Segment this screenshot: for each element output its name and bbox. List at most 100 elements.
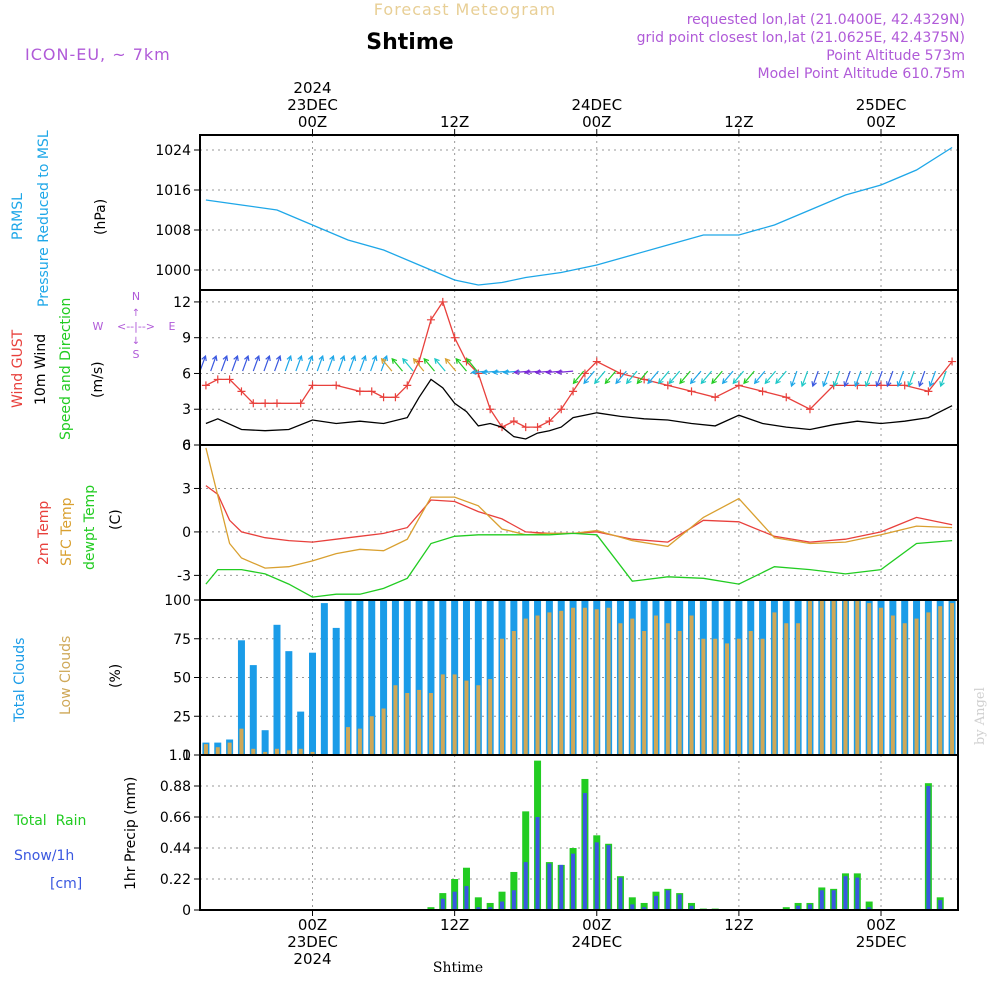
total-cloud-label: Total Clouds — [12, 638, 28, 723]
model-altitude: Model Point Altitude 610.75m — [758, 66, 965, 82]
snow-label: Snow/1h — [14, 848, 74, 864]
snow-bar — [511, 890, 516, 910]
wind-direction-arrow — [711, 370, 723, 385]
y-tick-label: 3 — [182, 402, 191, 418]
time-label: 12Z — [724, 113, 753, 131]
y-tick-label: 1024 — [155, 143, 191, 159]
snow-bar — [464, 886, 469, 910]
wind-direction-arrow — [790, 370, 798, 388]
low-cloud-bar — [488, 679, 493, 755]
sfc-label: SFC Temp — [59, 497, 75, 566]
time-label: 00Z — [866, 916, 895, 934]
low-cloud-bar — [511, 631, 516, 755]
gust-marker — [782, 393, 791, 402]
total-cloud-bar — [285, 651, 293, 755]
snow-bar — [559, 864, 564, 910]
low-cloud-bar — [831, 600, 836, 755]
time-label: 12Z — [440, 113, 469, 131]
low-cloud-bar — [914, 618, 919, 755]
y-tick-label: 9 — [182, 331, 191, 347]
y-tick-label: 0 — [182, 525, 191, 541]
gust-marker — [924, 387, 933, 396]
wind-direction-arrow — [231, 354, 239, 372]
gust-marker — [403, 381, 412, 390]
point-altitude: Point Altitude 573m — [826, 48, 965, 64]
wind-direction-arrow — [811, 370, 819, 388]
snow-bar — [571, 853, 576, 910]
total-cloud-bar — [273, 624, 281, 755]
wind-direction-arrow — [832, 370, 841, 388]
wind-direction-arrow — [764, 370, 777, 385]
time-label: 00Z — [866, 113, 895, 131]
wind-direction-arrow — [572, 370, 585, 385]
low-cloud-bar — [500, 638, 505, 755]
low-cloud-bar — [665, 623, 670, 755]
low-cloud-bar — [464, 680, 469, 755]
wind-direction-arrow — [252, 354, 261, 372]
low-cloud-bar — [819, 600, 824, 755]
wind-direction-arrow — [306, 354, 314, 372]
low-cloud-bar — [879, 607, 884, 755]
wind-direction-arrow — [615, 370, 627, 385]
wind-direction-arrow — [753, 370, 766, 385]
low-cloud-bar — [713, 638, 718, 755]
low-cloud-bar — [772, 612, 777, 755]
wind-direction-arrow — [918, 370, 926, 388]
time-label: 00Z — [298, 113, 327, 131]
snow-bar — [665, 890, 670, 910]
wind-direction-arrow — [593, 370, 606, 385]
low-cloud-bar — [452, 674, 457, 755]
gust-marker — [948, 357, 957, 366]
total-cloud-bar — [486, 600, 494, 755]
wind-direction-arrow — [359, 354, 367, 372]
total-cloud-bar — [427, 600, 435, 755]
wind-unit: (m/s) — [90, 361, 106, 398]
compass-n: N — [132, 290, 140, 303]
wind-direction-arrow — [242, 354, 250, 372]
wind-direction-arrow — [886, 370, 894, 388]
wind-direction-arrow — [907, 370, 915, 388]
gust-marker — [367, 387, 376, 396]
time-label: 24DEC — [571, 933, 622, 951]
y-tick-label: 1000 — [155, 263, 191, 279]
wind-direction-arrow — [338, 354, 346, 372]
low-cloud-label: Low Clouds — [58, 636, 74, 715]
gust-marker — [474, 369, 483, 378]
compass-icon: N ↑ W <--|--> E ↓ S — [93, 290, 176, 361]
time-label: 00Z — [582, 113, 611, 131]
low-cloud-bar — [677, 631, 682, 755]
low-cloud-bar — [440, 674, 445, 755]
gridpoint-coords: grid point closest lon,lat (21.0625E, 42… — [637, 30, 965, 46]
snow-bar — [642, 907, 647, 910]
wind-direction-arrow — [604, 370, 617, 385]
wind-direction-arrow — [647, 370, 659, 385]
wind-direction-arrow — [284, 354, 293, 372]
low-cloud-bar — [274, 748, 279, 755]
snow-bar — [535, 817, 540, 910]
snow-bar — [606, 845, 611, 910]
wind-direction-arrow — [854, 370, 862, 388]
wind-direction-arrow — [555, 369, 574, 376]
low-cloud-bar — [523, 618, 528, 755]
low-cloud-bar — [796, 623, 801, 755]
wind-direction-arrow — [864, 370, 873, 388]
compass-s: S — [133, 348, 140, 361]
watermark: by Angel — [973, 687, 988, 745]
t2m-label: 2m Temp — [36, 501, 52, 565]
low-cloud-bar — [653, 615, 658, 755]
y-tick-label: 1008 — [155, 223, 191, 239]
low-cloud-bar — [310, 751, 315, 755]
wind-direction-arrow — [775, 370, 787, 385]
low-cloud-bar — [535, 615, 540, 755]
snow-bar — [831, 890, 836, 910]
gust-marker — [438, 297, 447, 306]
bottom-time-axis: 00Z23DEC202412Z00Z24DEC12Z00Z25DEC12Z — [287, 916, 906, 968]
snow-bar — [855, 877, 860, 910]
snow-bar — [630, 904, 635, 910]
y-tick-label: -3 — [177, 568, 191, 584]
y-tick-label: 1.1 — [169, 748, 191, 764]
temp-unit: (C) — [108, 509, 124, 530]
low-cloud-bar — [286, 750, 291, 755]
pressure-label-2: Pressure Reduced to MSL — [36, 130, 52, 307]
